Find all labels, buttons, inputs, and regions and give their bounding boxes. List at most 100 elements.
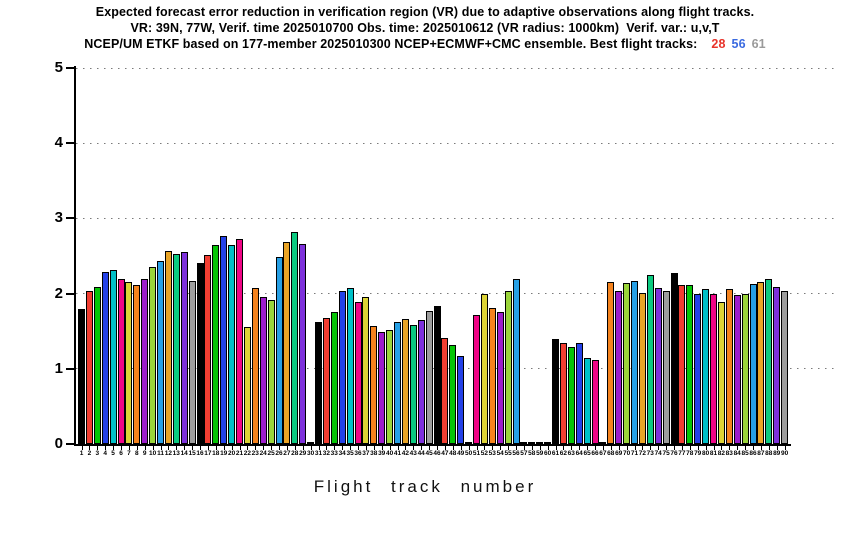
- x-tick-35: [350, 446, 352, 450]
- chart-title-line2: VR: 39N, 77W, Verif. time 2025010700 Obs…: [130, 21, 720, 35]
- bar-track-59: [536, 441, 544, 444]
- y-tick-label-2: 2: [54, 284, 63, 302]
- x-tick-label-66: 66: [591, 450, 599, 457]
- bar-track-34: [338, 290, 346, 444]
- bar-track-17: [204, 255, 212, 444]
- x-tick-53: [492, 446, 494, 450]
- x-tick-label-70: 70: [622, 450, 631, 457]
- x-tick-15: [192, 446, 194, 450]
- x-tick-38: [373, 446, 375, 450]
- bar-track-22: [243, 327, 251, 444]
- x-tick-label-51: 51: [472, 450, 481, 457]
- x-tick-label-78: 78: [686, 450, 694, 457]
- x-tick-7: [128, 446, 130, 450]
- x-tick-36: [358, 446, 359, 450]
- bar-track-43: [409, 325, 417, 444]
- x-tick-label-55: 55: [504, 450, 512, 457]
- x-tick-label-63: 63: [567, 450, 575, 457]
- x-tick-label-88: 88: [765, 450, 773, 457]
- bar-track-79: [694, 293, 702, 444]
- x-tick-31: [318, 446, 320, 450]
- bar-track-64: [575, 343, 583, 444]
- bar-track-23: [251, 288, 259, 444]
- x-tick-label-1: 1: [79, 450, 84, 457]
- x-tick-90: [784, 446, 786, 450]
- x-tick-2: [89, 446, 91, 450]
- x-tick-71: [634, 446, 636, 450]
- x-tick-label-86: 86: [749, 450, 757, 457]
- x-tick-label-9: 9: [142, 450, 147, 457]
- x-tick-label-18: 18: [212, 450, 220, 457]
- x-tick-label-28: 28: [291, 450, 299, 457]
- x-tick-label-12: 12: [164, 450, 172, 457]
- x-tick-label-36: 36: [354, 450, 362, 457]
- x-tick-1: [81, 446, 83, 450]
- bar-track-33: [330, 311, 338, 444]
- x-tick-62: [563, 446, 565, 450]
- x-tick-label-14: 14: [180, 450, 188, 457]
- bar-track-37: [362, 296, 370, 444]
- x-tick-63: [571, 446, 573, 450]
- best-track-2-label: 56: [731, 37, 746, 51]
- x-tick-64: [579, 446, 581, 450]
- x-tick-83: [729, 446, 731, 450]
- x-tick-label-50: 50: [464, 450, 473, 457]
- x-tick-label-6: 6: [119, 450, 123, 457]
- x-tick-label-43: 43: [409, 450, 417, 457]
- bar-track-55: [504, 291, 512, 444]
- bar-track-47: [441, 337, 449, 444]
- x-tick-label-27: 27: [283, 450, 291, 457]
- x-tick-79: [697, 446, 699, 450]
- x-tick-label-21: 21: [235, 450, 244, 457]
- bar-track-19: [220, 235, 228, 444]
- x-tick-label-83: 83: [725, 450, 733, 457]
- x-tick-label-2: 2: [87, 450, 92, 457]
- x-tick-label-20: 20: [227, 450, 236, 457]
- bar-track-81: [710, 293, 717, 444]
- bar-track-53: [488, 307, 496, 444]
- x-tick-56: [516, 446, 517, 450]
- x-tick-50: [468, 446, 470, 450]
- x-tick-label-87: 87: [757, 450, 765, 457]
- x-tick-72: [642, 446, 644, 450]
- x-tick-label-11: 11: [157, 450, 164, 457]
- x-tick-label-84: 84: [733, 450, 741, 457]
- x-tick-label-8: 8: [134, 450, 139, 457]
- y-tick-label-5: 5: [54, 59, 63, 76]
- bar-track-71: [631, 280, 638, 444]
- bar-track-57: [520, 441, 528, 444]
- chart-title-line3-text: NCEP/UM ETKF based on 177-member 2025010…: [84, 37, 698, 51]
- bar-track-56: [512, 278, 520, 444]
- y-axis: [74, 66, 76, 446]
- x-tick-6: [121, 446, 122, 450]
- x-tick-73: [650, 446, 652, 450]
- bar-track-84: [733, 295, 741, 444]
- x-tick-label-33: 33: [330, 450, 338, 457]
- bar-track-58: [528, 441, 536, 444]
- x-tick-label-73: 73: [646, 450, 654, 457]
- x-tick-49: [460, 446, 462, 450]
- x-tick-10: [152, 446, 154, 450]
- x-tick-24: [263, 446, 265, 450]
- x-tick-label-29: 29: [299, 450, 307, 457]
- x-tick-label-64: 64: [575, 450, 583, 457]
- x-tick-28: [294, 446, 296, 450]
- x-tick-29: [302, 446, 304, 450]
- x-tick-85: [745, 446, 747, 450]
- x-tick-label-85: 85: [741, 450, 749, 457]
- x-tick-23: [255, 446, 257, 450]
- x-tick-label-10: 10: [148, 450, 157, 457]
- x-tick-27: [286, 446, 288, 450]
- x-tick-67: [602, 446, 604, 450]
- x-tick-41: [397, 446, 399, 450]
- x-tick-label-24: 24: [259, 450, 267, 457]
- gridline-y4: [76, 142, 838, 144]
- bar-track-15: [188, 280, 196, 444]
- bar-track-63: [567, 346, 575, 444]
- best-track-3-label: 61: [751, 37, 766, 51]
- x-tick-14: [184, 446, 186, 450]
- x-tick-17: [207, 446, 209, 450]
- x-tick-55: [508, 446, 510, 450]
- x-tick-label-46: 46: [433, 450, 441, 457]
